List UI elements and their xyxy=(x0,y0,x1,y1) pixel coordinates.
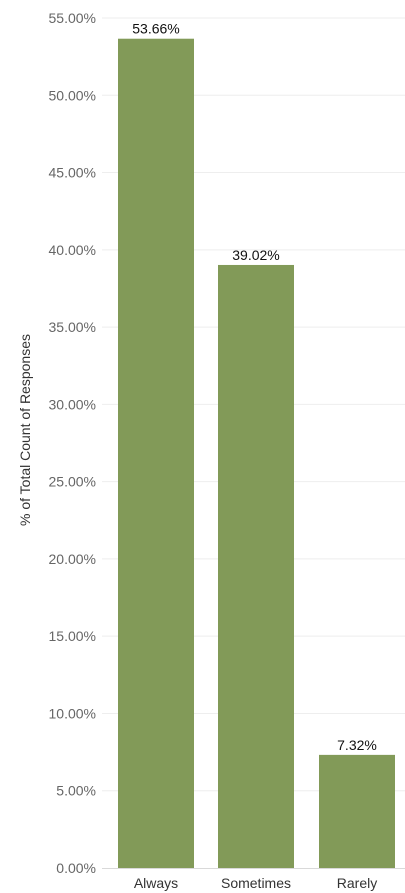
y-tick-label: 20.00% xyxy=(49,551,96,567)
y-tick-label: 50.00% xyxy=(49,87,96,103)
y-tick-label: 35.00% xyxy=(49,319,96,335)
y-axis-ticks: 0.00% 5.00% 10.00% 15.00% 20.00% 25.00% 30.00%… xyxy=(49,10,96,876)
y-tick-label: 5.00% xyxy=(56,783,96,799)
x-axis-categories: Always Sometimes Rarely xyxy=(134,875,377,891)
y-tick-label: 0.00% xyxy=(56,860,96,876)
bar-rarely xyxy=(319,754,395,868)
x-category-label: Always xyxy=(134,875,178,891)
y-tick-label: 25.00% xyxy=(49,474,96,490)
data-label: 7.32% xyxy=(337,737,377,753)
y-tick-label: 15.00% xyxy=(49,628,96,644)
y-axis-title: % of Total Count of Responses xyxy=(17,334,33,526)
x-category-label: Rarely xyxy=(337,875,377,891)
data-label: 53.66% xyxy=(132,21,179,37)
data-labels: 53.66% 39.02% 7.32% xyxy=(132,21,377,753)
y-tick-label: 55.00% xyxy=(49,10,96,26)
y-tick-label: 30.00% xyxy=(49,396,96,412)
bars xyxy=(118,38,395,868)
bar-sometimes xyxy=(218,264,294,868)
bar-always xyxy=(118,38,194,868)
y-tick-label: 10.00% xyxy=(49,705,96,721)
x-category-label: Sometimes xyxy=(221,875,291,891)
y-tick-label: 45.00% xyxy=(49,165,96,181)
y-tick-label: 40.00% xyxy=(49,242,96,258)
data-label: 39.02% xyxy=(232,247,279,263)
